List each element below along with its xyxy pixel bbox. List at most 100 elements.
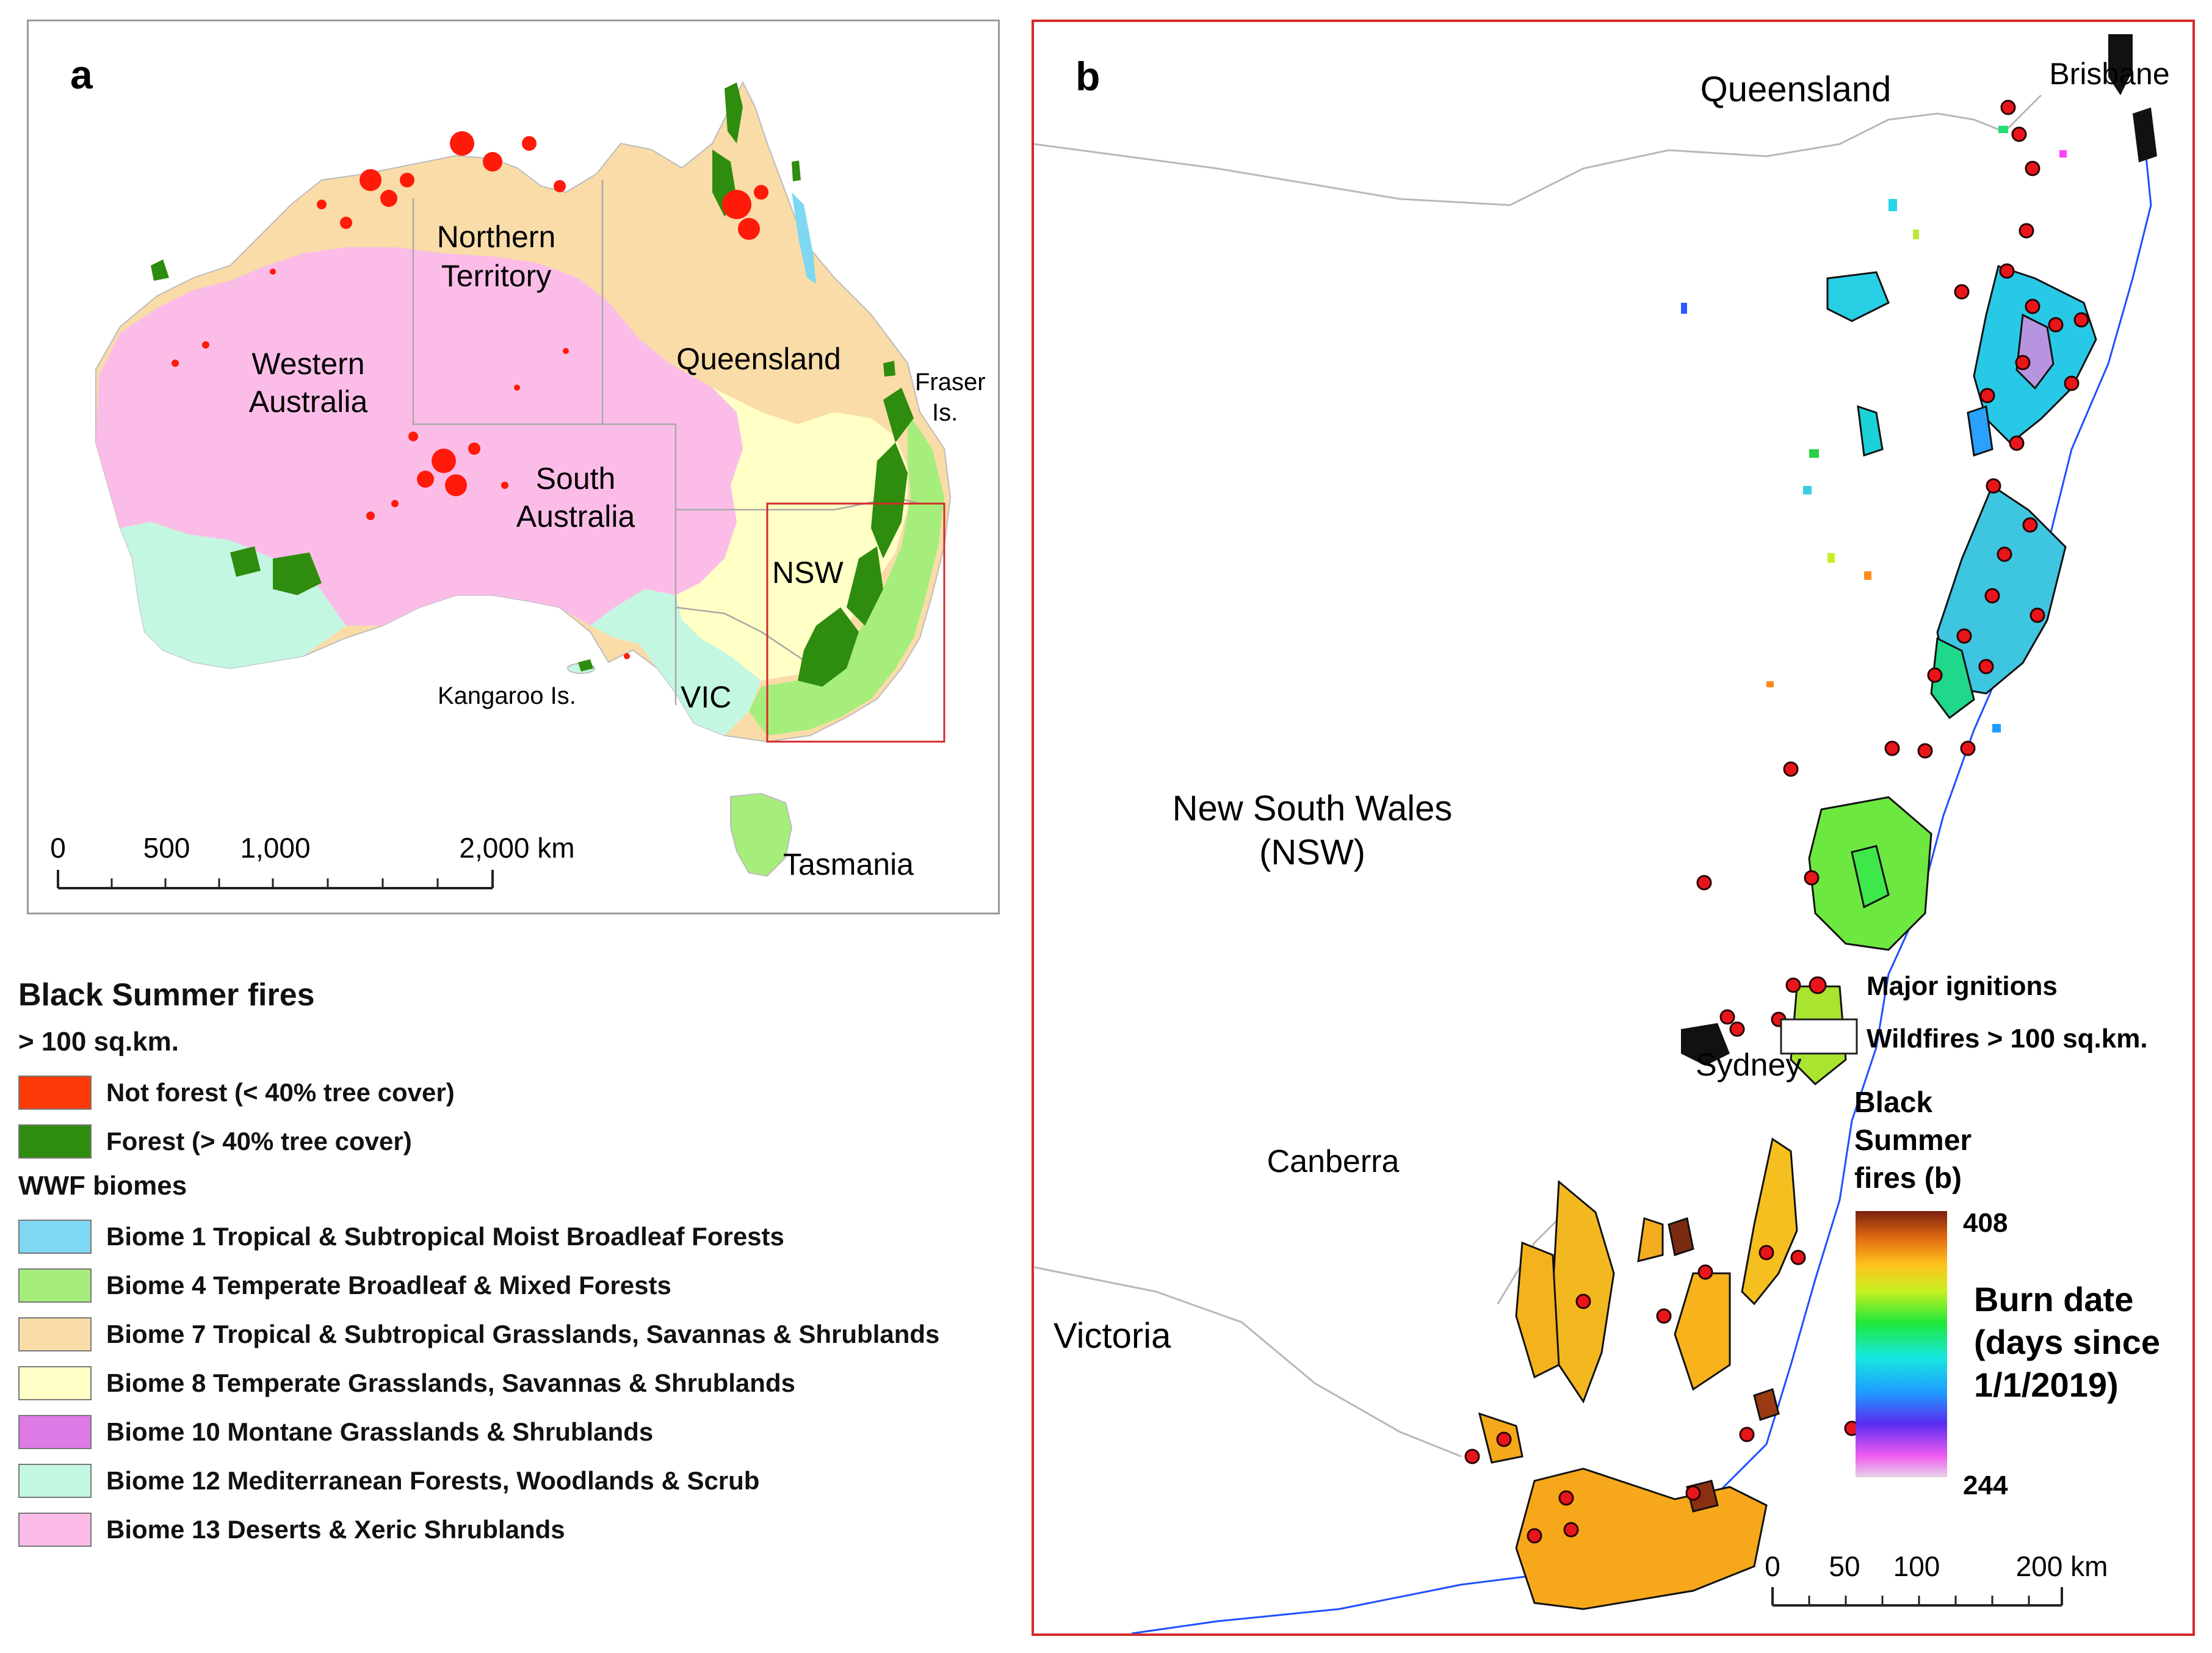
ignition-dot bbox=[2009, 435, 2025, 451]
colorbar-max: 408 bbox=[1963, 1208, 2008, 1238]
ignition-dot bbox=[2022, 517, 2038, 533]
legend-label: Biome 7 Tropical & Subtropical Grassland… bbox=[106, 1320, 940, 1348]
colorbar-min: 244 bbox=[1963, 1470, 2008, 1500]
ignition-dot bbox=[1685, 1485, 1701, 1501]
ignition-dot bbox=[1790, 1250, 1806, 1265]
legend-ignitions: Major ignitions bbox=[1867, 971, 2058, 1001]
biome-4-swatch bbox=[18, 1268, 92, 1303]
ignition-dot bbox=[2025, 298, 2040, 314]
ignition-dot bbox=[1804, 870, 1820, 886]
ignition-dot bbox=[2015, 355, 2031, 371]
ignition-dot bbox=[1979, 388, 1995, 403]
state-borders bbox=[412, 180, 920, 705]
ignition-dot bbox=[1575, 1293, 1591, 1309]
ignition-dot bbox=[1884, 740, 1900, 756]
ignition-dot bbox=[1527, 1528, 1542, 1544]
biome-title: WWF biomes bbox=[18, 1171, 187, 1201]
ignition-dot bbox=[1558, 1490, 1574, 1506]
ignition-dot bbox=[1783, 761, 1799, 777]
nsw-fire-map: b Queensland Brisbane New South Wales (N… bbox=[1034, 34, 2170, 1633]
ignition-dot bbox=[1954, 284, 1970, 300]
small-fire-specks bbox=[1681, 126, 2067, 732]
legend-row-biome-13: Biome 13 Deserts & Xeric Shrublands bbox=[18, 1505, 1019, 1554]
panel-b-letter: b bbox=[1075, 54, 1100, 99]
legend-subtitle: > 100 sq.km. bbox=[18, 1027, 179, 1057]
ignition-dot bbox=[1656, 1308, 1672, 1324]
biome-13-swatch bbox=[18, 1513, 92, 1547]
biome-4-region bbox=[749, 412, 944, 736]
legend-title: Black Summer fires bbox=[18, 977, 315, 1013]
label-fraser-1: Fraser bbox=[915, 369, 986, 396]
legend-label: Not forest (< 40% tree cover) bbox=[106, 1078, 455, 1107]
label-tasmania: Tasmania bbox=[783, 847, 914, 881]
legend-row-biome-8: Biome 8 Temperate Grasslands, Savannas &… bbox=[18, 1359, 1019, 1408]
legend-label: Biome 8 Temperate Grasslands, Savannas &… bbox=[106, 1369, 795, 1397]
ignition-dot bbox=[1739, 1427, 1755, 1442]
ignition-dot bbox=[2000, 99, 2016, 115]
biome-12-sw-region bbox=[120, 522, 346, 668]
legend-row-forest: Forest (> 40% tree cover) bbox=[18, 1117, 1019, 1166]
nsw-inset-box bbox=[766, 502, 945, 743]
ignition-dot bbox=[2011, 126, 2027, 142]
scale-b-label-100: 100 bbox=[1893, 1550, 1940, 1582]
ignition-dot bbox=[1697, 1264, 1713, 1280]
ignition-dot bbox=[1927, 667, 1943, 683]
ignition-dot bbox=[1758, 1245, 1774, 1261]
ignition-dot bbox=[1464, 1449, 1480, 1464]
label-canberra: Canberra bbox=[1267, 1144, 1400, 1179]
ignition-dot bbox=[1785, 977, 1801, 993]
ignition-dot bbox=[2048, 317, 2064, 333]
label-queensland-b: Queensland bbox=[1701, 70, 1892, 109]
scale-a-label-1000: 1,000 bbox=[240, 832, 310, 864]
legend-row-biome-1: Biome 1 Tropical & Subtropical Moist Bro… bbox=[18, 1212, 1019, 1261]
panel-b-nsw-map: b Queensland Brisbane New South Wales (N… bbox=[1032, 20, 2195, 1636]
scale-a-label-0: 0 bbox=[50, 832, 66, 864]
ignition-dot bbox=[1496, 1431, 1512, 1447]
label-vic: VIC bbox=[681, 680, 731, 714]
colorbar-title-3: fires (b) bbox=[1854, 1162, 1962, 1195]
legend-wildfires: Wildfires > 100 sq.km. bbox=[1867, 1024, 2148, 1054]
biome-13-region bbox=[96, 247, 743, 626]
ignition-dot bbox=[1978, 659, 1994, 675]
ignition-dot bbox=[2064, 375, 2080, 391]
legend-row-not-forest: Not forest (< 40% tree cover) bbox=[18, 1068, 1019, 1117]
ignition-dot bbox=[2025, 161, 2040, 176]
legend-label: Biome 10 Montane Grasslands & Shrublands bbox=[106, 1417, 654, 1446]
ignition-dot bbox=[1960, 740, 1976, 756]
scale-bar-b: 0 50 100 200 km bbox=[1765, 1550, 2108, 1607]
label-fraser-2: Is. bbox=[932, 399, 958, 426]
ignition-dot bbox=[2019, 223, 2034, 239]
burn-date-2: (days since bbox=[1974, 1323, 2160, 1361]
nonforest-fire-patches bbox=[172, 131, 768, 659]
label-brisbane: Brisbane bbox=[2049, 57, 2169, 91]
legend-row-biome-7: Biome 7 Tropical & Subtropical Grassland… bbox=[18, 1310, 1019, 1359]
label-nsw-b-1: New South Wales bbox=[1173, 789, 1453, 828]
tasmania-island bbox=[730, 792, 793, 877]
forest-fire-patches bbox=[151, 82, 914, 687]
colorbar-title-1: Black bbox=[1854, 1087, 1932, 1119]
ignition-dot bbox=[1997, 546, 2012, 562]
ignition-dot bbox=[1729, 1021, 1745, 1037]
ignition-dot bbox=[1696, 875, 1712, 891]
colorbar-title-2: Summer bbox=[1854, 1124, 1972, 1157]
biome-8-swatch bbox=[18, 1366, 92, 1400]
label-queensland: Queensland bbox=[676, 342, 841, 376]
scale-a-label-2000: 2,000 km bbox=[459, 832, 574, 864]
scale-b-label-200: 200 km bbox=[2016, 1550, 2108, 1582]
panel-a-letter: a bbox=[70, 52, 93, 97]
legend-label: Biome 1 Tropical & Subtropical Moist Bro… bbox=[106, 1222, 784, 1251]
scale-bar-a: 0 500 1,000 2,000 km bbox=[50, 832, 575, 889]
urban-areas bbox=[1681, 34, 2157, 1066]
legend-row-biome-10: Biome 10 Montane Grasslands & Shrublands bbox=[18, 1408, 1019, 1456]
australia-map: a Northern Territory Western Australia S… bbox=[50, 52, 986, 889]
label-northern-territory-1: Northern bbox=[437, 220, 556, 254]
legend-row-biome-4: Biome 4 Temperate Broadleaf & Mixed Fore… bbox=[18, 1261, 1019, 1310]
label-victoria: Victoria bbox=[1054, 1316, 1171, 1356]
label-nsw-b-2: (NSW) bbox=[1259, 833, 1365, 872]
legend-label: Biome 12 Mediterranean Forests, Woodland… bbox=[106, 1466, 760, 1495]
label-nsw: NSW bbox=[772, 555, 844, 590]
legend-row-biome-12: Biome 12 Mediterranean Forests, Woodland… bbox=[18, 1456, 1019, 1505]
legend-label: Biome 13 Deserts & Xeric Shrublands bbox=[106, 1515, 565, 1544]
not-forest-swatch bbox=[18, 1076, 92, 1110]
legend-label: Biome 4 Temperate Broadleaf & Mixed Fore… bbox=[106, 1271, 671, 1300]
